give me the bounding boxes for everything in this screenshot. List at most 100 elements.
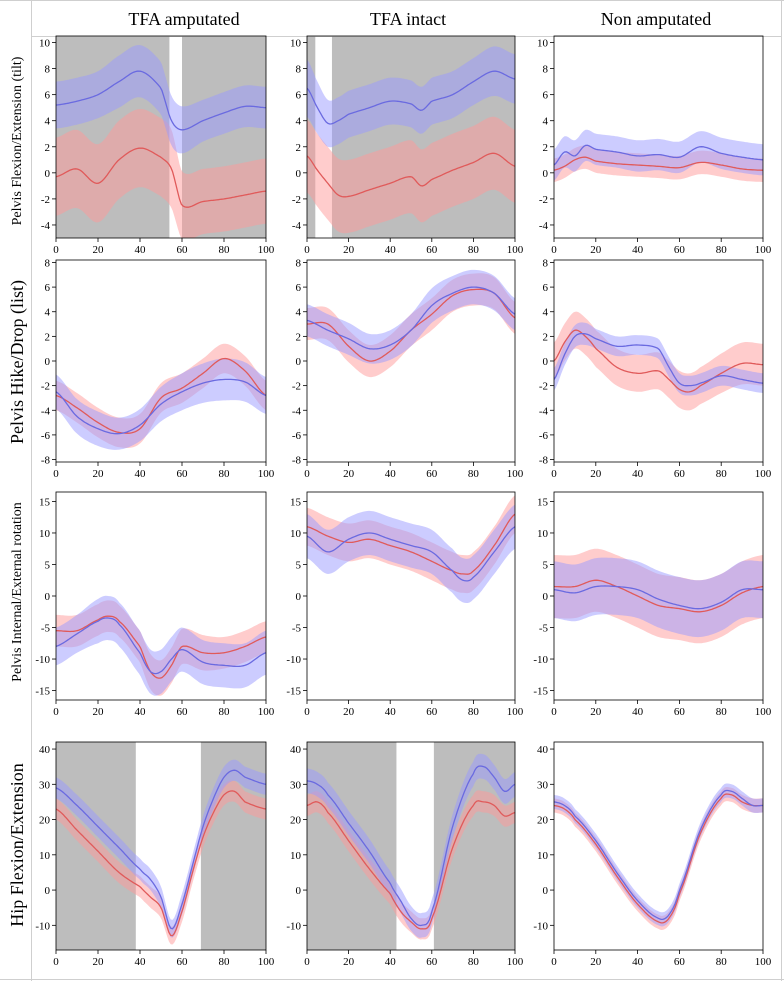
chart-panel-r0c2: 0 20 40 60 80 100 -4 -2 0 2 4 6 8 10 — [537, 35, 772, 256]
plot-area — [56, 45, 266, 238]
x-tick-label: 60 — [674, 956, 686, 968]
x-tick-label: 20 — [93, 706, 105, 718]
y-tick-label: -2 — [292, 381, 301, 393]
y-tick-label: -15 — [35, 686, 50, 698]
x-tick-label: 100 — [258, 956, 275, 968]
y-tick-label: 2 — [45, 142, 51, 154]
x-tick-label: 80 — [219, 956, 231, 968]
mean-line-blue — [56, 769, 266, 930]
y-tick-label: 0 — [45, 885, 51, 897]
y-tick-label: -10 — [35, 920, 50, 932]
y-tick-label: -10 — [35, 654, 50, 666]
row-label-pelvis-tilt: Pelvis Flexion/Extension (tilt) — [10, 56, 25, 225]
y-tick-label: 10 — [290, 850, 302, 862]
x-tick-label: 0 — [551, 706, 557, 718]
x-tick-label: 40 — [385, 468, 397, 480]
x-tick-label: 0 — [551, 468, 557, 480]
x-tick-label: 20 — [343, 244, 355, 256]
x-tick-label: 40 — [632, 244, 644, 256]
y-tick-label: -6 — [539, 430, 549, 442]
x-tick-label: 60 — [177, 956, 189, 968]
x-tick-label: 40 — [385, 706, 397, 718]
y-tick-label: 2 — [296, 331, 302, 343]
plot-area — [307, 269, 515, 378]
sd-band-blue — [56, 595, 266, 696]
mean-line-blue — [307, 286, 515, 350]
y-tick-label: 15 — [537, 496, 549, 508]
x-tick-label: 60 — [674, 468, 686, 480]
y-tick-label: 6 — [296, 90, 302, 102]
x-tick-label: 0 — [304, 706, 310, 718]
y-tick-label: 0 — [296, 885, 302, 897]
y-tick-label: 4 — [45, 116, 51, 128]
sd-band-red — [56, 109, 266, 238]
x-tick-label: 20 — [343, 706, 355, 718]
sd-band-red — [554, 787, 763, 930]
x-tick-label: 80 — [468, 244, 480, 256]
y-tick-label: 10 — [290, 528, 302, 540]
y-tick-label: -2 — [41, 381, 50, 393]
y-tick-label: 10 — [39, 38, 51, 50]
x-tick-label: 40 — [385, 956, 397, 968]
plot-area — [554, 129, 763, 182]
x-tick-label: 40 — [135, 706, 147, 718]
mean-line-red — [307, 513, 515, 575]
mean-line-red — [56, 615, 266, 679]
plot-area — [56, 759, 266, 945]
y-tick-label: 20 — [290, 815, 302, 827]
axes-frame — [306, 741, 516, 951]
y-tick-label: 5 — [543, 559, 549, 571]
y-tick-label: 8 — [543, 64, 549, 76]
y-tick-label: 6 — [543, 282, 549, 294]
x-tick-label: 0 — [551, 244, 557, 256]
y-tick-label: -8 — [292, 455, 302, 467]
y-tick-label: 2 — [296, 142, 302, 154]
mean-line-blue — [554, 789, 763, 921]
x-tick-label: 20 — [93, 956, 105, 968]
chart-panel-r1c1: 0 20 40 60 80 100 -8 -6 -4 -2 0 2 4 6 8 — [292, 257, 524, 480]
y-tick-label: 8 — [296, 64, 302, 76]
x-tick-label: 100 — [507, 468, 524, 480]
sd-band-blue — [56, 759, 266, 938]
column-title-tfa-intact: TFA intact — [370, 9, 446, 29]
y-tick-label: -4 — [41, 405, 51, 417]
row-label-hip-flexion: Hip Flexion/Extension — [7, 763, 27, 927]
sd-band-blue — [307, 753, 515, 938]
x-tick-label: 0 — [53, 956, 59, 968]
y-tick-label: 0 — [45, 168, 51, 180]
y-tick-label: 0 — [543, 168, 549, 180]
sd-band-red — [56, 780, 266, 945]
y-tick-label: 10 — [39, 850, 51, 862]
x-tick-label: 60 — [177, 244, 189, 256]
x-tick-label: 100 — [258, 706, 275, 718]
x-tick-label: 20 — [343, 468, 355, 480]
x-tick-label: 40 — [135, 244, 147, 256]
y-tick-label: -15 — [286, 686, 301, 698]
y-tick-label: -5 — [539, 623, 549, 635]
mean-line-red — [554, 156, 763, 171]
x-tick-label: 80 — [716, 244, 728, 256]
y-tick-label: 8 — [543, 257, 549, 269]
y-tick-label: -2 — [539, 381, 548, 393]
x-tick-label: 60 — [177, 468, 189, 480]
y-tick-label: -8 — [539, 455, 549, 467]
x-tick-label: 80 — [716, 468, 728, 480]
chart-panel-r0c0: 0 20 40 60 80 100 -4 -2 0 2 4 6 8 10 — [39, 35, 275, 256]
axes-frame — [306, 35, 516, 239]
x-tick-label: 80 — [716, 706, 728, 718]
x-tick-label: 40 — [135, 956, 147, 968]
x-tick-label: 20 — [93, 244, 105, 256]
y-tick-label: 10 — [537, 528, 549, 540]
x-tick-label: 0 — [551, 956, 557, 968]
x-tick-label: 0 — [304, 956, 310, 968]
y-tick-label: 8 — [45, 64, 51, 76]
y-tick-label: 4 — [296, 116, 302, 128]
x-tick-label: 20 — [590, 956, 602, 968]
y-tick-label: -4 — [41, 220, 51, 232]
x-tick-label: 100 — [507, 956, 524, 968]
row-label-pelvis-rotation: Pelvis Internal/External rotation — [10, 502, 25, 682]
y-tick-label: 8 — [45, 257, 51, 269]
y-tick-label: -4 — [292, 405, 302, 417]
y-tick-label: 2 — [543, 142, 549, 154]
